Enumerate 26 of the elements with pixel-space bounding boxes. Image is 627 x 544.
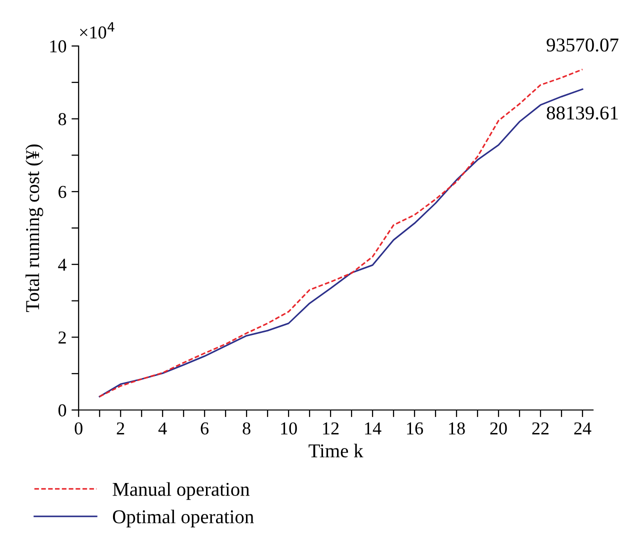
x-tick-label: 14 xyxy=(365,422,382,434)
annotation: 93570.07 xyxy=(546,38,618,52)
x-tick-label: 8 xyxy=(242,422,250,435)
x-tick-label: 6 xyxy=(200,422,209,435)
x-tick-label: 18 xyxy=(449,422,465,435)
x-tick-label: 16 xyxy=(407,422,424,435)
y-tick-label: 10 xyxy=(50,40,66,52)
legend-label: Manual operation xyxy=(112,482,250,500)
x-tick-label: 20 xyxy=(490,422,507,435)
y-tick-label: 8 xyxy=(58,113,66,126)
x-tick-label: 12 xyxy=(323,422,339,434)
x-tick-label: 24 xyxy=(574,422,592,434)
annotation: 88139.61 xyxy=(546,106,618,120)
y-tick-label: 4 xyxy=(58,258,67,271)
text: ×10$^{4}$ xyxy=(80,22,114,39)
x-tick-label: 2 xyxy=(116,422,124,434)
x-tick-label: 10 xyxy=(281,422,297,435)
legend-label: Optimal operation xyxy=(112,510,254,528)
x-axis-title: Time k xyxy=(308,444,364,458)
x-tick-label: 22 xyxy=(532,422,549,434)
y-tick-label: 0 xyxy=(58,404,66,416)
x-tick-label: 0 xyxy=(74,422,82,435)
y-axis-title: Total running cost (¥) xyxy=(25,144,44,312)
y-tick-label: 2 xyxy=(58,332,66,344)
x-tick-label: 4 xyxy=(158,422,167,434)
y-tick-label: 6 xyxy=(58,186,66,198)
